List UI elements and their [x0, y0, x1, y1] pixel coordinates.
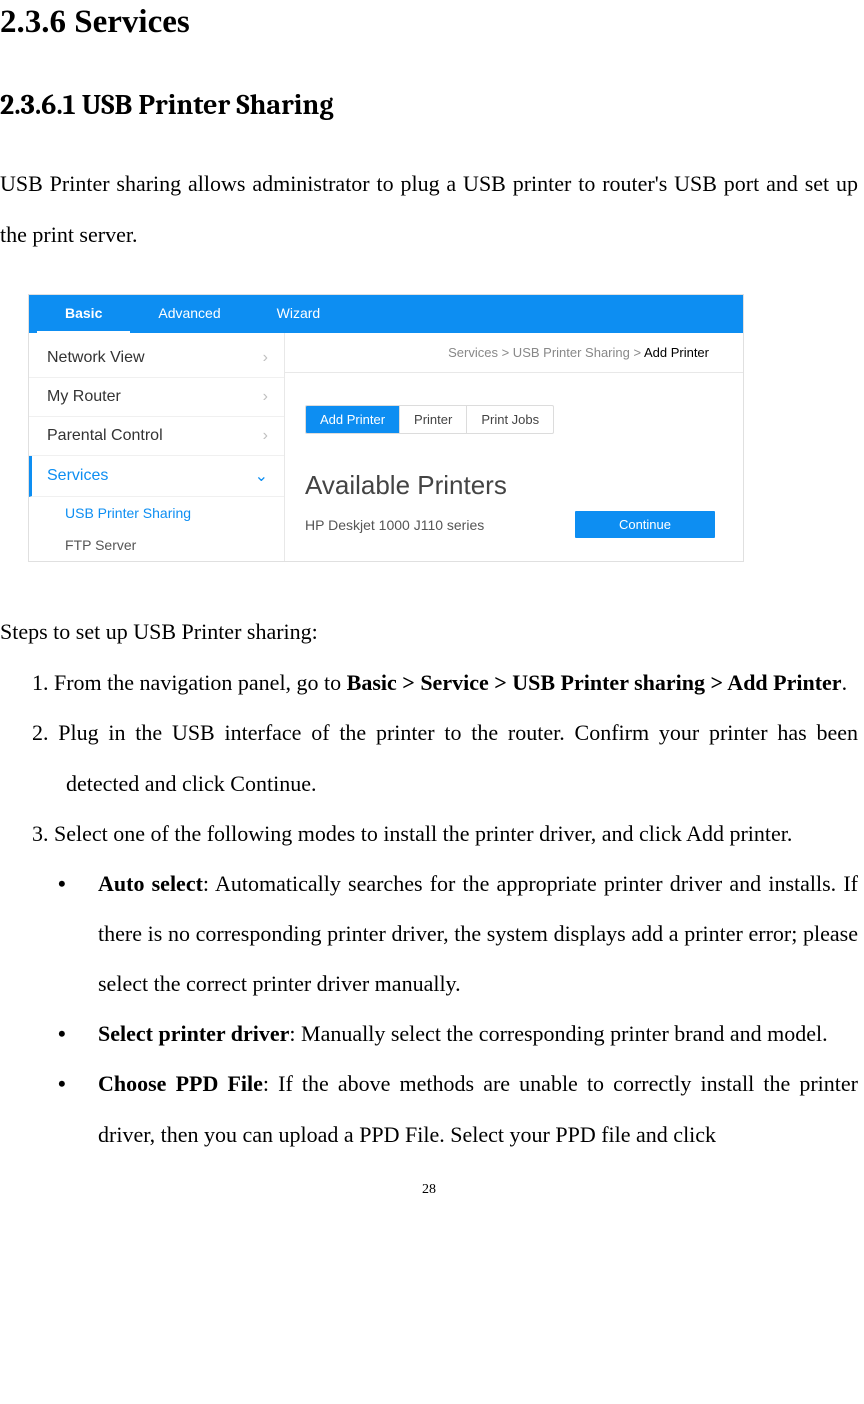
sidebar-item-network-view[interactable]: Network View ›	[29, 339, 284, 378]
chevron-right-icon: ›	[263, 388, 268, 406]
sub-bullet-select-driver: Select printer driver: Manually select t…	[0, 1009, 858, 1059]
sidebar-sub-ftp-server[interactable]: FTP Server	[29, 529, 284, 561]
available-printers-heading: Available Printers	[305, 470, 743, 501]
step-1-pre: 1. From the navigation panel, go to	[32, 670, 347, 695]
tab-print-jobs[interactable]: Print Jobs	[467, 406, 553, 433]
breadcrumb-current: Add Printer	[644, 345, 709, 360]
top-tab-wizard[interactable]: Wizard	[249, 295, 349, 334]
sidebar-item-label: Parental Control	[47, 427, 163, 445]
router-ui-screenshot: Basic Advanced Wizard Network View › My …	[28, 294, 744, 562]
page-number: 28	[0, 1182, 858, 1198]
step-2: 2. Plug in the USB interface of the prin…	[16, 708, 858, 808]
sidebar-item-parental-control[interactable]: Parental Control ›	[29, 417, 284, 456]
sidebar-item-services[interactable]: Services ⌄	[29, 456, 284, 497]
sidebar-item-label: My Router	[47, 388, 121, 406]
breadcrumb-prefix: Services > USB Printer Sharing >	[448, 345, 644, 360]
tab-printer[interactable]: Printer	[400, 406, 467, 433]
sidebar-item-label: Network View	[47, 349, 145, 367]
step-3: 3. Select one of the following modes to …	[16, 809, 858, 859]
tab-add-printer[interactable]: Add Printer	[306, 406, 400, 433]
sub1-bold: Auto select	[98, 871, 203, 896]
sidebar-item-my-router[interactable]: My Router ›	[29, 378, 284, 417]
step-1-bold: Basic > Service > USB Printer sharing > …	[347, 670, 842, 695]
top-nav-bar: Basic Advanced Wizard	[29, 295, 743, 333]
breadcrumb: Services > USB Printer Sharing > Add Pri…	[285, 333, 743, 373]
section-heading-2-3-6-1: 2.3.6.1 USB Printer Sharing	[0, 89, 858, 121]
printer-row: HP Deskjet 1000 J110 series Continue	[305, 511, 715, 538]
sub-tabs: Add Printer Printer Print Jobs	[305, 405, 554, 434]
chevron-right-icon: ›	[263, 349, 268, 367]
section-heading-2-3-6: 2.3.6 Services	[0, 4, 858, 41]
steps-heading: Steps to set up USB Printer sharing:	[0, 610, 858, 654]
printer-name: HP Deskjet 1000 J110 series	[305, 517, 484, 533]
sidebar: Network View › My Router › Parental Cont…	[29, 333, 285, 561]
sub2-bold: Select printer driver	[98, 1021, 289, 1046]
chevron-down-icon: ⌄	[255, 466, 268, 486]
sub-bullet-choose-ppd: Choose PPD File: If the above methods ar…	[0, 1059, 858, 1159]
sub3-bold: Choose PPD File	[98, 1071, 263, 1096]
top-tab-basic[interactable]: Basic	[37, 295, 130, 334]
top-tab-advanced[interactable]: Advanced	[130, 295, 248, 334]
step-1: 1. From the navigation panel, go to Basi…	[16, 658, 858, 708]
sub1-rest: : Automatically searches for the appropr…	[98, 871, 858, 996]
intro-paragraph: USB Printer sharing allows administrator…	[0, 159, 858, 260]
sidebar-item-label: Services	[47, 467, 108, 485]
sidebar-sub-usb-printer-sharing[interactable]: USB Printer Sharing	[29, 497, 284, 529]
main-panel: Services > USB Printer Sharing > Add Pri…	[285, 333, 743, 561]
continue-button[interactable]: Continue	[575, 511, 715, 538]
sub-bullet-auto-select: Auto select: Automatically searches for …	[0, 859, 858, 1009]
sub2-rest: : Manually select the corresponding prin…	[289, 1021, 827, 1046]
chevron-right-icon: ›	[263, 427, 268, 445]
step-1-post: .	[842, 670, 848, 695]
